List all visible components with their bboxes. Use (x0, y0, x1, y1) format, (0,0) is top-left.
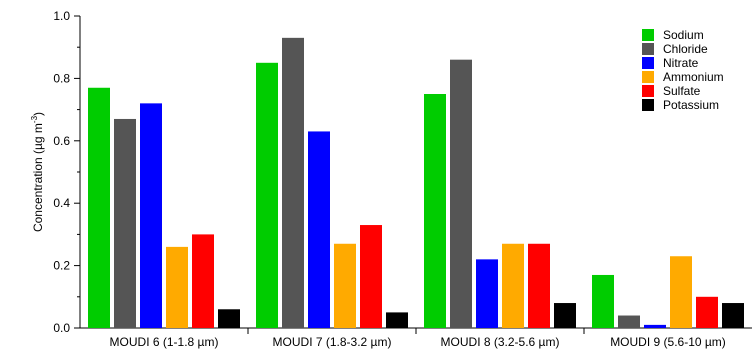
bar-nitrate (644, 324, 666, 328)
y-tick-label: 1.0 (53, 9, 70, 23)
bar-chloride (114, 118, 136, 329)
bar-sulfate (528, 243, 550, 328)
bar-nitrate (476, 259, 498, 328)
bars (88, 37, 744, 329)
bar-sodium (424, 94, 446, 328)
bar-ammonium (502, 243, 524, 328)
legend-swatch-sodium (642, 29, 654, 41)
bar-potassium (722, 303, 744, 328)
bar-sodium (88, 87, 110, 328)
bar-chloride (618, 315, 640, 328)
legend-label-sulfate: Sulfate (663, 84, 701, 98)
y-axis-title: Concentration (µg m-3) (30, 112, 45, 232)
bar-potassium (218, 309, 240, 328)
bar-sulfate (360, 225, 382, 328)
y-axis-title-tail: ) (31, 112, 45, 116)
legend-label-chloride: Chloride (663, 42, 708, 56)
bar-ammonium (334, 243, 356, 328)
y-axis-title-main: Concentration (µg m (31, 123, 45, 232)
bar-sulfate (696, 296, 718, 328)
bar-ammonium (670, 256, 692, 328)
legend: SodiumChlorideNitrateAmmoniumSulfatePota… (642, 28, 724, 112)
bar-nitrate (140, 103, 162, 328)
legend-swatch-potassium (642, 99, 654, 111)
bar-sodium (256, 62, 278, 329)
legend-swatch-ammonium (642, 71, 654, 83)
y-tick-label: 0.8 (53, 71, 70, 85)
legend-label-ammonium: Ammonium (663, 70, 724, 84)
bar-nitrate (308, 131, 330, 328)
y-tick-label: 0.0 (53, 321, 70, 335)
y-axis-title-sup: -3 (30, 115, 39, 123)
y-tick-label: 0.6 (53, 134, 70, 148)
legend-label-sodium: Sodium (663, 28, 704, 42)
bar-sodium (592, 274, 614, 328)
y-tick-label: 0.4 (53, 196, 70, 210)
legend-swatch-nitrate (642, 57, 654, 69)
legend-swatch-sulfate (642, 85, 654, 97)
bar-potassium (386, 312, 408, 328)
x-tick-label: MOUDI 8 (3.2-5.6 µm) (441, 335, 560, 349)
legend-label-nitrate: Nitrate (663, 56, 699, 70)
y-tick-label: 0.2 (53, 259, 70, 273)
bar-chloride (282, 37, 304, 329)
bar-ammonium (166, 246, 188, 328)
x-tick-label: MOUDI 7 (1.8-3.2 µm) (273, 335, 392, 349)
x-tick-labels: MOUDI 6 (1-1.8 µm) MOUDI 7 (1.8-3.2 µm) MO… (110, 335, 726, 349)
bar-chloride (450, 59, 472, 329)
bar-sulfate (192, 234, 214, 328)
bar-potassium (554, 303, 576, 328)
legend-swatch-chloride (642, 43, 654, 55)
legend-label-potassium: Potassium (663, 98, 719, 112)
x-tick-label: MOUDI 6 (1-1.8 µm) (110, 335, 219, 349)
x-tick-label: MOUDI 9 (5.6-10 µm) (610, 335, 726, 349)
